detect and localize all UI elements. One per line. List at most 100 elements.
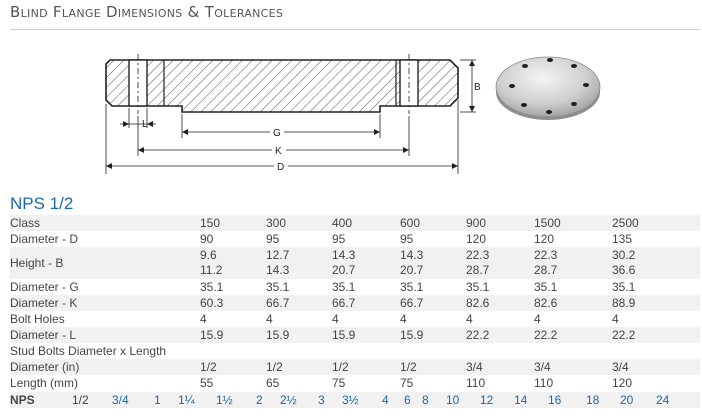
nps-size-link[interactable]: 2½ bbox=[280, 393, 297, 407]
page-title: Blind Flange Dimensions & Tolerances bbox=[10, 3, 284, 21]
table-cell: 22.2 bbox=[612, 327, 700, 343]
table-cell: 120 bbox=[612, 376, 633, 390]
label-d: D bbox=[277, 162, 284, 173]
table-cell: 600 bbox=[400, 215, 466, 231]
row-label: Stud Bolts Diameter x Length bbox=[10, 344, 167, 358]
row-label: Length (mm) bbox=[10, 376, 79, 390]
table-cell: 120 bbox=[534, 232, 555, 246]
flange-body bbox=[105, 54, 459, 114]
table-cell bbox=[466, 343, 534, 359]
nps-size-link[interactable]: 10 bbox=[446, 393, 460, 407]
nps-size-link[interactable]: 8 bbox=[422, 393, 429, 407]
table-row: Diameter (in) 1/2 1/2 1/2 1/2 3/4 3/4 3/4 bbox=[10, 359, 700, 375]
cell-value-max: 14.3 bbox=[266, 263, 290, 277]
table-cell bbox=[200, 343, 266, 359]
table-cell: 4 bbox=[534, 312, 541, 326]
table-cell: 3/4 bbox=[612, 359, 700, 375]
table-cell: 66.7 bbox=[400, 295, 466, 311]
nps-nav-label: NPS bbox=[10, 393, 35, 407]
table-cell: 35.1 bbox=[466, 280, 490, 294]
nps-size-link[interactable]: 24 bbox=[656, 393, 670, 407]
label-k: K bbox=[275, 146, 282, 157]
table-cell: 3/4 bbox=[534, 359, 612, 375]
table-cell: 95 bbox=[332, 232, 346, 246]
table-cell: 15.9 bbox=[266, 327, 332, 343]
table-cell bbox=[400, 343, 466, 359]
table-cell: 66.7 bbox=[266, 295, 332, 311]
table-cell: 110 bbox=[466, 376, 486, 390]
nps-size-link: 1/2 bbox=[72, 393, 89, 407]
cell-value-min: 12.7 bbox=[266, 248, 290, 262]
table-cell: 35.1 bbox=[200, 280, 224, 294]
table-cell: 95 bbox=[400, 232, 414, 246]
table-cell: 1500 bbox=[534, 215, 612, 231]
table-row: Bolt Holes 4 4 4 4 4 4 4 bbox=[10, 311, 700, 327]
nps-size-link[interactable]: 1 bbox=[154, 393, 161, 407]
table-cell: 65 bbox=[266, 376, 280, 390]
table-cell: 60.3 bbox=[200, 295, 266, 311]
row-label: Class bbox=[10, 215, 200, 231]
table-row: Height - B 9.6 11.2 12.7 14.3 14.3 20.7 14.3 20.… bbox=[10, 247, 700, 279]
cell-value-min: 9.6 bbox=[200, 248, 217, 262]
table-cell: 82.6 bbox=[534, 295, 612, 311]
nps-size-link[interactable]: 1¼ bbox=[178, 393, 195, 407]
nps-size-link[interactable]: 3 bbox=[318, 393, 325, 407]
cell-value-max: 20.7 bbox=[332, 263, 356, 277]
table-cell: 14.3 20.7 bbox=[332, 247, 400, 279]
table-cell: 4 bbox=[200, 312, 207, 326]
cell-value-min: 14.3 bbox=[332, 248, 356, 262]
table-cell: 150 bbox=[200, 215, 266, 231]
blind-flange-photo bbox=[495, 56, 601, 120]
table-cell: 9.6 11.2 bbox=[200, 247, 266, 279]
nps-size-link[interactable]: 3½ bbox=[342, 393, 359, 407]
row-label: Diameter - L bbox=[10, 327, 200, 343]
table-cell: 4 bbox=[266, 312, 273, 326]
label-b: B bbox=[474, 82, 481, 93]
table-cell: 1/2 bbox=[400, 359, 466, 375]
table-cell bbox=[612, 343, 700, 359]
nps-navigation: NPS 1/2 3/4 1 1¼ 1½ 2 2½ 3 3½ 4 6 8 10 12 14 16 18 20 24 bbox=[10, 392, 700, 408]
table-cell: 4 bbox=[612, 312, 619, 326]
row-label: Diameter - K bbox=[10, 295, 200, 311]
table-cell: 15.9 bbox=[400, 327, 466, 343]
table-cell: 135 bbox=[612, 232, 633, 246]
table-cell: 22.3 28.7 bbox=[466, 247, 534, 279]
nps-size-link[interactable]: 4 bbox=[382, 393, 389, 407]
table-row: Diameter - L 15.9 15.9 15.9 15.9 22.2 22.2 22.2 bbox=[10, 327, 700, 343]
table-cell: 14.3 20.7 bbox=[400, 247, 466, 279]
cell-value-max: 11.2 bbox=[200, 263, 223, 277]
table-cell: 95 bbox=[266, 232, 280, 246]
table-cell: 120 bbox=[466, 232, 487, 246]
row-label: Diameter - G bbox=[10, 280, 79, 294]
table-cell: 75 bbox=[400, 376, 414, 390]
cell-value-max: 28.7 bbox=[534, 263, 558, 277]
nps-size-link[interactable]: 6 bbox=[404, 393, 411, 407]
table-cell: 35.1 bbox=[400, 280, 424, 294]
cell-value-max: 36.6 bbox=[612, 263, 636, 277]
label-g: G bbox=[273, 128, 281, 139]
nps-size-link[interactable]: 3/4 bbox=[112, 393, 129, 407]
nps-size-link[interactable]: 18 bbox=[586, 393, 600, 407]
nps-size-link[interactable]: 12 bbox=[480, 393, 494, 407]
table-cell: 15.9 bbox=[332, 327, 400, 343]
table-cell: 35.1 bbox=[534, 280, 558, 294]
row-label: Diameter (in) bbox=[10, 359, 200, 375]
table-cell: 2500 bbox=[612, 215, 700, 231]
table-cell: 900 bbox=[466, 215, 534, 231]
label-l: L bbox=[142, 119, 148, 130]
table-cell: 22.2 bbox=[466, 327, 534, 343]
nps-size-link[interactable]: 2 bbox=[256, 393, 263, 407]
table-cell bbox=[266, 343, 332, 359]
nps-size-link[interactable]: 16 bbox=[548, 393, 562, 407]
table-cell: 4 bbox=[466, 312, 473, 326]
nps-size-link[interactable]: 20 bbox=[620, 393, 634, 407]
nps-size-link[interactable]: 1½ bbox=[216, 393, 233, 407]
table-cell: 3/4 bbox=[466, 359, 534, 375]
table-cell: 22.3 28.7 bbox=[534, 247, 612, 279]
table-row: Diameter - G 35.1 35.1 35.1 35.1 35.1 35.1 35.1 bbox=[10, 279, 700, 295]
nps-size-link[interactable]: 14 bbox=[514, 393, 528, 407]
cell-value-min: 14.3 bbox=[400, 248, 424, 262]
table-row: Length (mm) 55 65 75 75 110 110 120 bbox=[10, 375, 700, 391]
cell-value-min: 22.3 bbox=[466, 248, 490, 262]
table-cell: 35.1 bbox=[266, 280, 290, 294]
